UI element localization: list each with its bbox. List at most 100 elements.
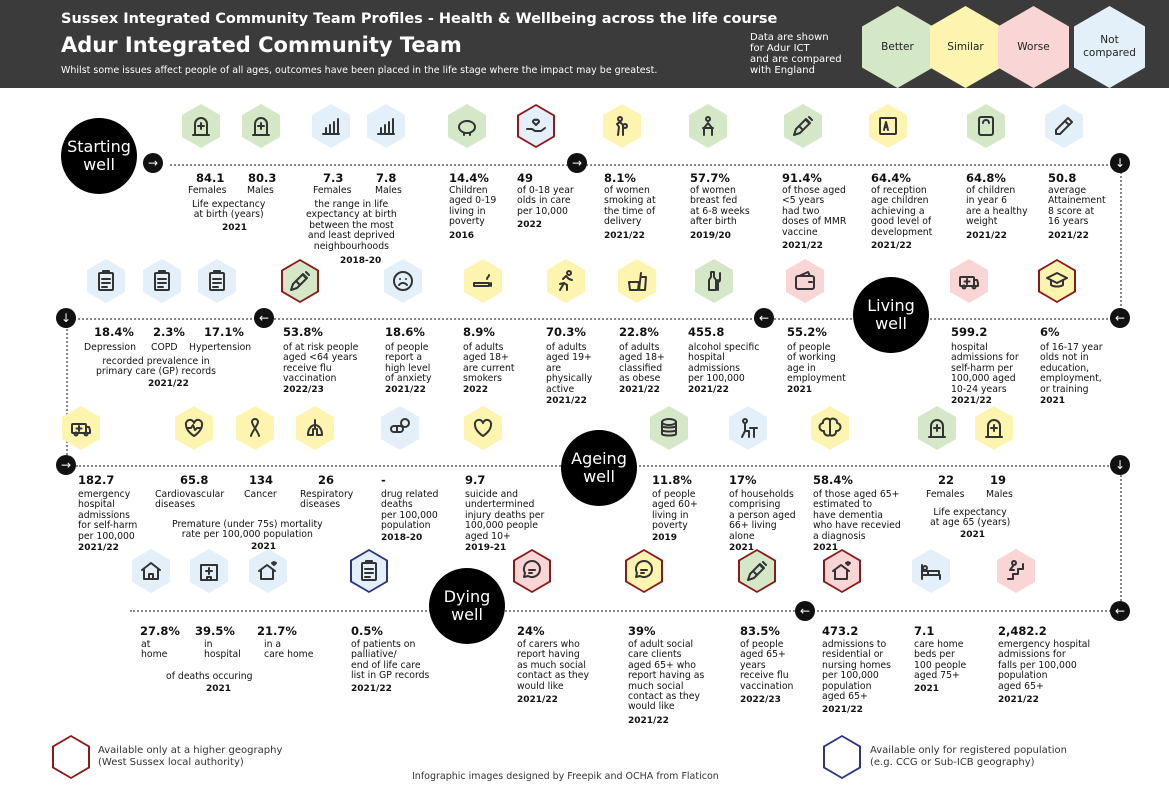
hexagon-fill xyxy=(786,106,820,146)
pencil-sharpener-icon xyxy=(1055,117,1073,135)
indicator-year: 2018-20 xyxy=(381,533,423,543)
indicator-value: 11.8% xyxy=(652,473,692,487)
arrow-left-icon: ← xyxy=(754,308,774,328)
bed-icon xyxy=(921,564,941,580)
life-expectancy-birth-year: 2021 xyxy=(222,223,248,233)
indicator-value: 599.2 xyxy=(951,325,988,339)
indicator-value: 19 xyxy=(990,473,1007,487)
stage-living-well: Living well xyxy=(853,277,929,353)
lungs-icon xyxy=(307,419,323,436)
indicator-year: 2021/22 xyxy=(782,241,823,251)
indicator-hexagon xyxy=(367,104,405,148)
hexagon-fill xyxy=(1040,261,1074,301)
indicator-hexagon xyxy=(689,104,727,148)
indicator-value: 182.7 xyxy=(78,473,115,487)
indicator-hexagon xyxy=(950,259,988,303)
fall-stairs-icon xyxy=(1007,560,1024,580)
person-table-icon xyxy=(741,418,758,438)
indicator-hexagon xyxy=(967,104,1005,148)
indicator-label: in a care home xyxy=(264,639,314,661)
syringe-icon xyxy=(793,116,813,136)
indicator-label: Males xyxy=(986,489,1013,500)
indicator-value: 70.3% xyxy=(546,325,586,339)
indicator-label: average Attainement 8 score at 16 years xyxy=(1048,185,1106,228)
footer-credit: Infographic images designed by Freepik a… xyxy=(412,771,719,782)
indicator-year: 2021/22 xyxy=(998,695,1039,705)
hexagon-fill xyxy=(383,408,417,448)
indicator-value: 14.4% xyxy=(449,171,489,185)
syringe-icon xyxy=(747,561,767,581)
hexagon-fill xyxy=(977,408,1011,448)
hexagon-fill xyxy=(825,551,859,591)
indicator-label: COPD xyxy=(151,342,178,353)
indicator-value: 17.1% xyxy=(204,325,244,339)
path-line-row2 xyxy=(66,318,1116,320)
indicator-hexagon xyxy=(350,549,388,593)
clipboard-icon xyxy=(209,270,225,291)
hexagon-fill xyxy=(515,551,549,591)
indicator-year: 2021/22 xyxy=(951,396,992,406)
indicator-hexagon xyxy=(918,406,956,450)
arrow-left-icon: ← xyxy=(1110,601,1130,621)
indicator-label: of people report a high level of anxiety xyxy=(385,342,432,385)
indicator-label: Females xyxy=(926,489,965,500)
stage-dying-well: Dying well xyxy=(429,568,505,644)
indicator-value: 64.8% xyxy=(966,171,1006,185)
hexagon-fill xyxy=(200,261,234,301)
indicator-label: of patients on palliative/ end of life c… xyxy=(351,639,430,682)
arrow-down-icon: ↓ xyxy=(1110,153,1130,173)
indicator-label: of children in year 6 are a healthy weig… xyxy=(966,185,1028,228)
indicator-value: 8.1% xyxy=(604,171,636,185)
arrow-right-icon: → xyxy=(56,455,76,475)
hexagon-fill xyxy=(519,106,553,146)
coins-icon xyxy=(661,418,677,437)
hexagon-fill xyxy=(283,261,317,301)
hexagon-fill xyxy=(64,408,98,448)
indicator-hexagon xyxy=(997,549,1035,593)
indicator-year: 2021/22 xyxy=(966,231,1007,241)
hospital-icon xyxy=(200,564,218,581)
indicator-label: of those aged <5 years had two doses of … xyxy=(782,185,847,238)
indicator-year: 2019-21 xyxy=(465,543,507,553)
indicator-label: alcohol specific hospital admissions per… xyxy=(688,342,760,385)
hexagon-fill xyxy=(740,551,774,591)
indicator-hexagon xyxy=(1045,104,1083,148)
indicator-hexagon xyxy=(618,259,656,303)
le-gap-year: 2018-20 xyxy=(340,256,382,266)
indicator-label: of at risk people aged <64 years receive… xyxy=(283,342,359,385)
legend-worse: Worse xyxy=(998,6,1069,88)
legend-not-compared: Not compared xyxy=(1074,6,1145,88)
arrow-left-icon: ← xyxy=(254,308,274,328)
page-title: Adur Integrated Community Team xyxy=(61,33,462,57)
fast-food-icon xyxy=(628,272,647,291)
bar-chart-icon xyxy=(377,118,395,135)
hexagon-fill xyxy=(952,261,986,301)
indicator-hexagon xyxy=(190,549,228,593)
indicator-hexagon xyxy=(236,406,274,450)
indicator-value: 134 xyxy=(249,473,274,487)
hexagon-fill xyxy=(251,551,285,591)
indicator-label: of adults aged 19+ are physically active xyxy=(546,342,593,395)
profile-series-title: Sussex Integrated Community Team Profile… xyxy=(61,11,778,27)
indicator-label: Hypertension xyxy=(189,342,252,353)
chat-icon xyxy=(634,560,653,579)
indicator-value: 39% xyxy=(628,624,656,638)
breastfeeding-icon xyxy=(702,116,714,136)
syringe-icon xyxy=(290,271,310,291)
ambulance-icon xyxy=(71,423,91,437)
hexagon-fill xyxy=(731,408,765,448)
wine-bottle-icon xyxy=(708,271,721,291)
indicator-label: of people aged 60+ living in poverty xyxy=(652,489,698,532)
indicator-year: 2022 xyxy=(463,385,489,395)
indicator-label: of carers who report having as much soci… xyxy=(517,639,590,692)
indicator-label: drug related deaths per 100,000 populati… xyxy=(381,489,439,532)
clipboard-icon xyxy=(361,560,377,581)
indicator-hexagon xyxy=(517,104,555,148)
premature-mortality-year: 2021 xyxy=(251,542,277,552)
hexagon-fill xyxy=(999,551,1033,591)
indicator-value: 18.6% xyxy=(385,325,425,339)
indicator-value: 7.8 xyxy=(376,171,397,185)
hexagon-fill xyxy=(369,106,403,146)
path-line-right2 xyxy=(1120,472,1122,608)
indicator-hexagon xyxy=(281,259,319,303)
